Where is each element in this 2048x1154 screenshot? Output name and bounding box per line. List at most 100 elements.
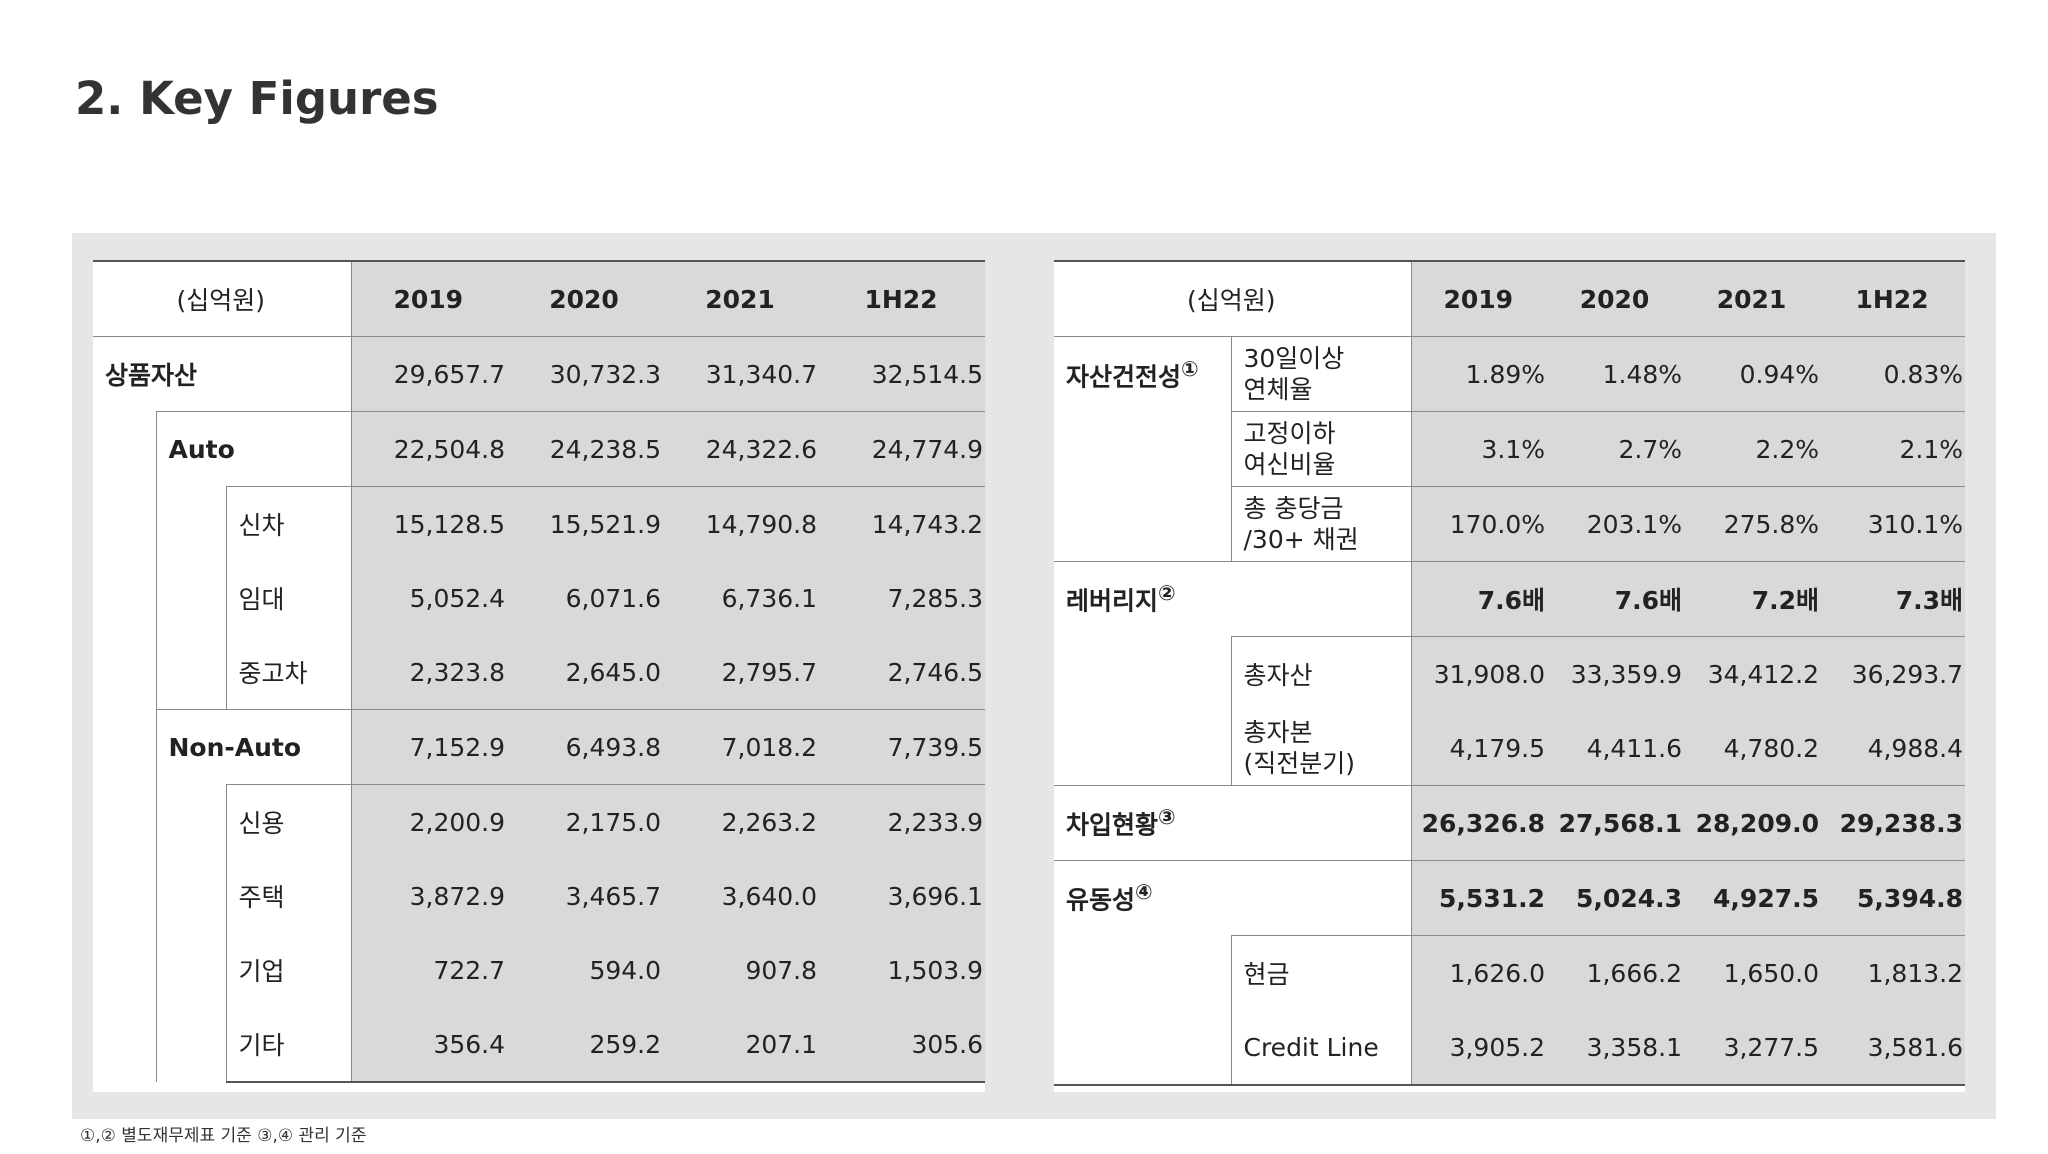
row-label: 총자산 xyxy=(1230,636,1412,711)
cell-value: 15,521.9 xyxy=(507,486,664,561)
cell-value: 30,732.3 xyxy=(507,336,664,412)
header-row: (십억원) 2019 2020 2021 1H22 xyxy=(1054,260,1966,337)
cell-value: 1.89% xyxy=(1410,336,1548,412)
indent-spacer xyxy=(93,411,157,1082)
cell-value: 7.6배 xyxy=(1410,561,1548,637)
table-row: 레버리지② 7.6배 7.6배 7.2배 7.3배 xyxy=(1054,561,1966,637)
table-row: 임대 5,052.4 6,071.6 6,736.1 7,285.3 xyxy=(93,561,986,635)
cell-value: 310.1% xyxy=(1821,486,1966,562)
table-row: 고정이하 여신비율 3.1% 2.7% 2.2% 2.1% xyxy=(1054,411,1966,487)
table-row: 현금 1,626.0 1,666.2 1,650.0 1,813.2 xyxy=(1054,935,1966,1086)
cell-value: 1,666.2 xyxy=(1547,935,1685,1010)
cell-value: 2,175.0 xyxy=(507,784,664,859)
cell-value: 4,411.6 xyxy=(1547,711,1685,786)
cell-value: 1,503.9 xyxy=(819,933,986,1007)
footnote-marker: ② xyxy=(1158,580,1176,605)
cell-value: 4,927.5 xyxy=(1684,860,1822,936)
cell-value: 2,645.0 xyxy=(507,635,664,710)
cell-value: 4,780.2 xyxy=(1684,711,1822,786)
cell-value: 3,465.7 xyxy=(507,859,664,933)
cell-value: 170.0% xyxy=(1410,486,1548,562)
cell-value: 2.2% xyxy=(1684,411,1822,487)
cell-value: 3.1% xyxy=(1410,411,1548,487)
cell-value: 1.48% xyxy=(1547,336,1685,412)
cell-value: 7,018.2 xyxy=(663,709,820,785)
cell-value: 722.7 xyxy=(350,933,508,1007)
cell-value: 7,739.5 xyxy=(819,709,986,785)
cell-value: 7,285.3 xyxy=(819,561,986,635)
table-row: 유동성④ 5,531.2 5,024.3 4,927.5 5,394.8 xyxy=(1054,860,1966,936)
cell-value: 14,790.8 xyxy=(663,486,820,561)
cell-value: 356.4 xyxy=(350,1007,508,1083)
cell-value: 2,323.8 xyxy=(350,635,508,710)
section-label-leverage: 레버리지② xyxy=(1054,561,1412,637)
cell-value: 2.7% xyxy=(1547,411,1685,487)
unit-label: (십억원) xyxy=(93,260,352,337)
table-row: Credit Line 3,905.2 3,358.1 3,277.5 3,58… xyxy=(1054,1010,1966,1086)
row-label: 중고차 xyxy=(238,659,308,688)
cell-value: 33,359.9 xyxy=(1547,636,1685,711)
cell-value: 259.2 xyxy=(507,1007,664,1083)
row-label: Non-Auto xyxy=(156,709,352,785)
cell-value: 907.8 xyxy=(663,933,820,1007)
cell-value: 0.94% xyxy=(1684,336,1822,412)
cell-value: 2,795.7 xyxy=(663,635,820,710)
table-row: 중고차 2,323.8 2,645.0 2,795.7 2,746.5 xyxy=(93,635,986,710)
row-label: 현금 xyxy=(1230,935,1412,1010)
row-label: 기업 xyxy=(238,957,285,986)
cell-value: 7.6배 xyxy=(1547,561,1685,637)
cell-value: 24,322.6 xyxy=(663,411,820,487)
cell-value: 31,908.0 xyxy=(1410,636,1548,711)
cell-value: 14,743.2 xyxy=(819,486,986,561)
cell-value: 4,988.4 xyxy=(1821,711,1966,786)
cell-value: 36,293.7 xyxy=(1821,636,1966,711)
cell-value: 3,872.9 xyxy=(350,859,508,933)
cell-value: 2,233.9 xyxy=(819,784,986,859)
table-row: 신차 15,128.5 15,521.9 14,790.8 14,743.2 xyxy=(93,486,986,710)
cell-value: 24,238.5 xyxy=(507,411,664,487)
table-row: Auto 22,504.8 24,238.5 24,322.6 24,774.9 xyxy=(93,411,986,1082)
cell-value: 6,736.1 xyxy=(663,561,820,635)
cell-value: 305.6 xyxy=(819,1007,986,1083)
cell-value: 15,128.5 xyxy=(350,486,508,561)
table-row: 자산건전성① 30일이상 연체율 1.89% 1.48% 0.94% 0.83% xyxy=(1054,336,1966,562)
table-row: 기업 722.7 594.0 907.8 1,503.9 xyxy=(93,933,986,1007)
footnote: ①,② 별도재무제표 기준 ③,④ 관리 기준 xyxy=(80,1126,367,1146)
row-label: 신차 xyxy=(226,486,352,561)
cell-value: 5,531.2 xyxy=(1410,860,1548,936)
cell-value: 3,696.1 xyxy=(819,859,986,933)
row-label: 기타 xyxy=(226,1007,352,1083)
row-label: Auto xyxy=(156,411,352,487)
indent-spacer xyxy=(156,784,227,1082)
cell-value: 5,024.3 xyxy=(1547,860,1685,936)
cell-value: 2,263.2 xyxy=(663,784,820,859)
table-row: 기타 356.4 259.2 207.1 305.6 xyxy=(93,1007,986,1083)
unit-label: (십억원) xyxy=(1054,260,1412,337)
cell-value: 0.83% xyxy=(1821,336,1966,412)
cell-value: 3,905.2 xyxy=(1410,1010,1548,1086)
header-row: (십억원) 2019 2020 2021 1H22 xyxy=(93,260,986,337)
cell-value: 7.3배 xyxy=(1821,561,1966,637)
indent-spacer xyxy=(1054,935,1231,1086)
year-header: 2019 xyxy=(350,260,508,337)
cell-value: 275.8% xyxy=(1684,486,1822,562)
cell-value: 28,209.0 xyxy=(1684,785,1822,861)
year-header: 2020 xyxy=(507,260,664,337)
cell-value: 1,813.2 xyxy=(1821,935,1966,1010)
year-header: 2019 xyxy=(1410,260,1548,337)
product-assets-table: (십억원) 2019 2020 2021 1H22 상품자산 29,657.7 … xyxy=(93,260,986,1092)
cell-value: 2.1% xyxy=(1821,411,1966,487)
row-label: 총자본 (직전분기) xyxy=(1230,711,1412,786)
year-header: 1H22 xyxy=(1821,260,1966,337)
table-row: 차입현황③ 26,326.8 27,568.1 28,209.0 29,238.… xyxy=(1054,785,1966,861)
table-row: 총자본 (직전분기) 4,179.5 4,411.6 4,780.2 4,988.… xyxy=(1054,711,1966,786)
year-header: 2020 xyxy=(1547,260,1685,337)
key-metrics-table: (십억원) 2019 2020 2021 1H22 자산건전성① 30일이상 연체… xyxy=(1054,260,1966,1092)
cell-value: 22,504.8 xyxy=(350,411,508,487)
cell-value: 594.0 xyxy=(507,933,664,1007)
cell-value: 3,358.1 xyxy=(1547,1010,1685,1086)
table-row: 신용 2,200.9 2,175.0 2,263.2 2,233.9 xyxy=(93,784,986,1082)
cell-value: 207.1 xyxy=(663,1007,820,1083)
cell-value: 5,394.8 xyxy=(1821,860,1966,936)
footnote-marker: ④ xyxy=(1135,879,1153,904)
